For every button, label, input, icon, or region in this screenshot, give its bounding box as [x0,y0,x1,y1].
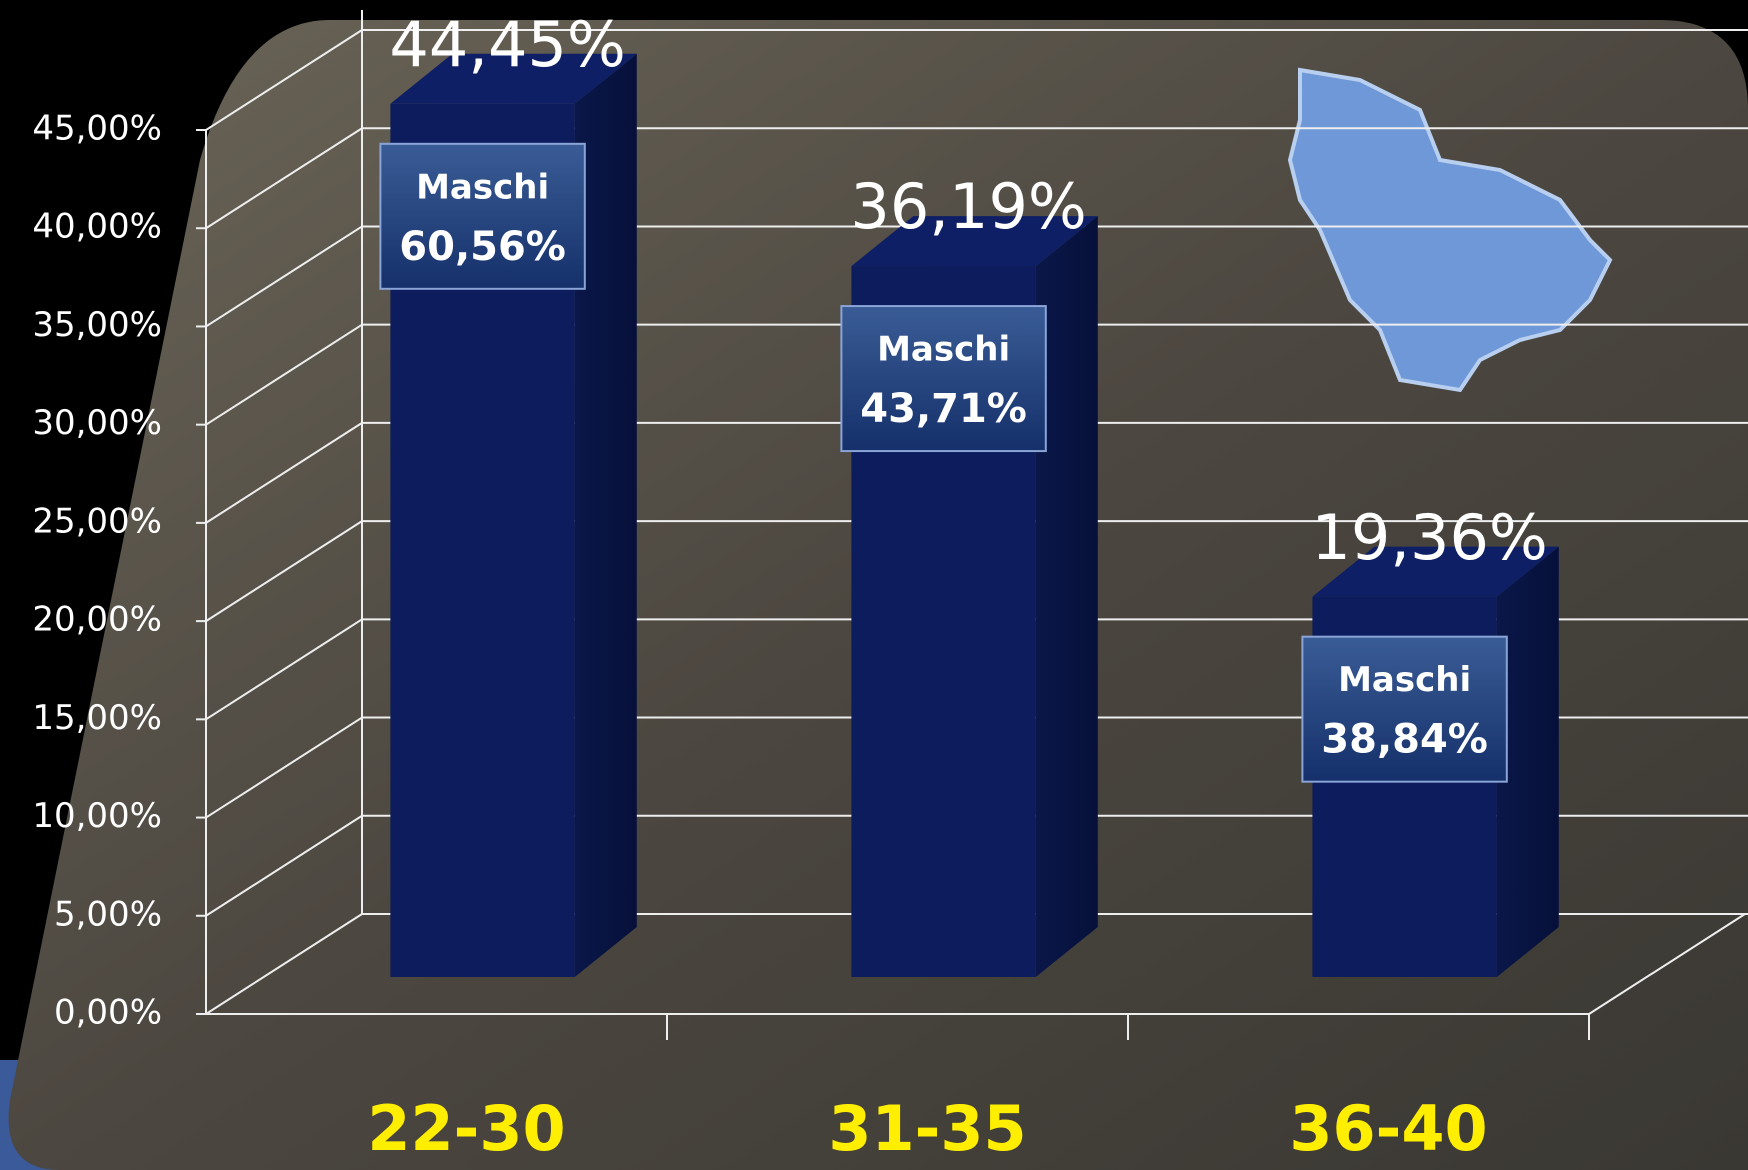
inset-value: 43,71% [860,386,1027,432]
inset-title: Maschi [877,330,1010,370]
inset-box [840,305,1047,453]
y-tick-label: 30,00% [32,403,162,443]
inset-value: 60,56% [399,224,566,270]
y-tick-label: 10,00% [32,796,162,836]
bar-top [390,53,637,104]
floor-edge [1588,913,1746,1015]
y-tick-label: 15,00% [32,698,162,738]
y-tick-label: 20,00% [32,600,162,640]
grid-line [205,716,363,819]
x-tick-label: 36-40 [1289,1092,1487,1165]
value-label: 19,36% [1311,501,1547,574]
y-tick-label: 5,00% [54,894,162,934]
grid-line [205,814,363,917]
inset-title: Maschi [416,167,549,207]
grid-line [205,913,363,1015]
value-label: 44,45% [389,8,625,81]
inset-title: Maschi [1338,660,1471,700]
value-label: 36,19% [850,170,1086,243]
y-tick-label: 40,00% [32,207,162,247]
inset-box [379,142,586,290]
region-map [1287,67,1613,393]
grid-line [205,29,363,131]
grid-line [205,323,363,426]
y-tick-label: 25,00% [32,501,162,541]
bar-side [1035,216,1098,977]
bar-side [1496,546,1559,977]
y-tick-label: 0,00% [54,993,162,1033]
bar-top [1312,546,1559,597]
grid-line [205,127,363,230]
inset-box [1301,635,1508,783]
x-tick-label: 22-30 [367,1092,565,1165]
x-tick-label: 31-35 [828,1092,1026,1165]
grid-line [205,520,363,622]
y-tick-label: 35,00% [32,305,162,345]
bar-side [574,53,637,977]
grid-line [205,618,363,721]
bar-top [851,216,1098,267]
grid-line [205,225,363,328]
inset-value: 38,84% [1321,717,1488,763]
y-tick-label: 45,00% [32,109,162,149]
grid-line [205,422,363,524]
